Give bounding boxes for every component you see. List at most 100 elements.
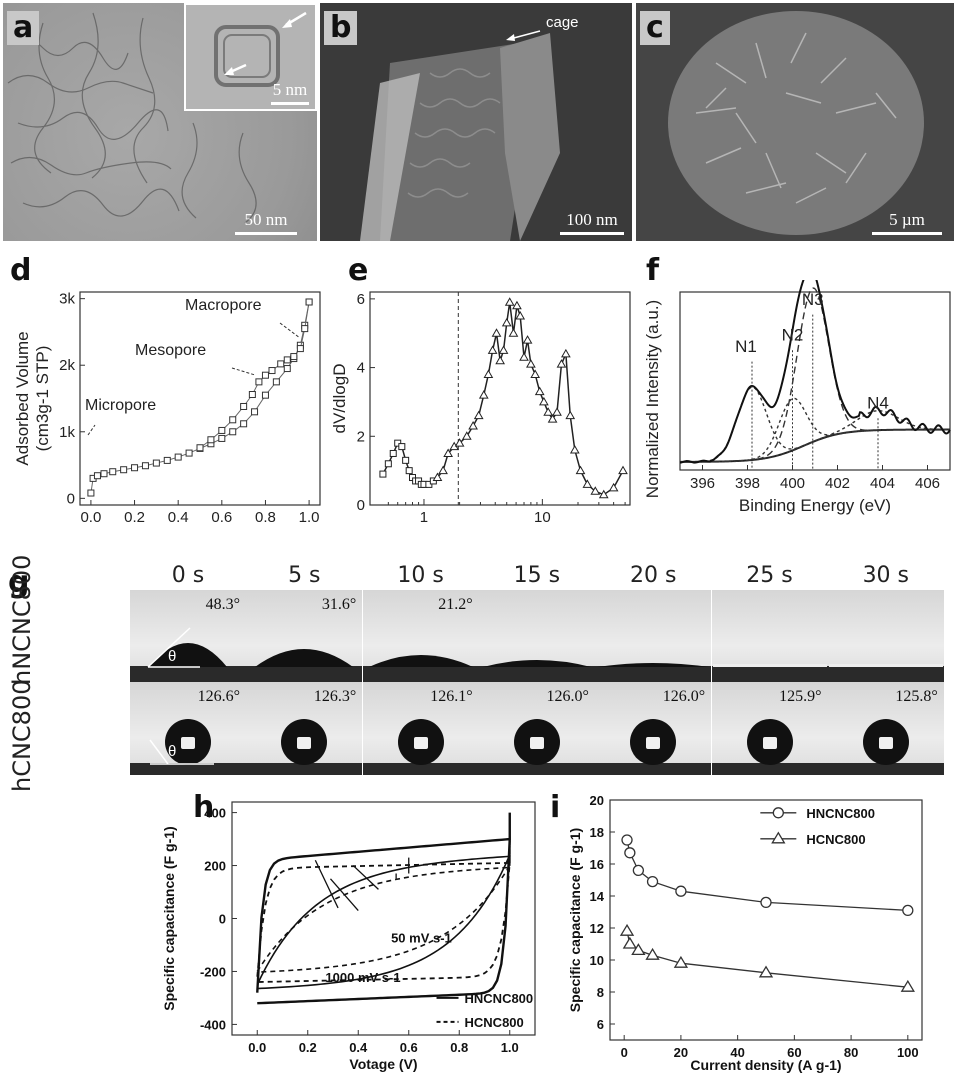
droplet-frame: 126.0° xyxy=(478,682,595,775)
data-point xyxy=(296,345,304,353)
data-point xyxy=(675,885,687,897)
droplet-drawing xyxy=(362,719,479,775)
time-label: 20 s xyxy=(629,563,677,588)
substrate xyxy=(711,666,828,683)
substrate xyxy=(130,763,246,775)
component-curve xyxy=(679,386,951,463)
data-point xyxy=(174,453,182,461)
contact-angle-value: 126.3° xyxy=(313,688,357,705)
data-point xyxy=(248,391,256,399)
data-point xyxy=(760,896,772,909)
data-point xyxy=(632,864,645,877)
y-axis-label: dV/dlogD xyxy=(330,364,349,434)
x-tick-label: 10 xyxy=(534,509,551,526)
y-tick-label: 6 xyxy=(357,291,365,308)
y-tick-label: -400 xyxy=(200,1017,226,1032)
y-tick-label: 400 xyxy=(204,806,226,821)
data-point xyxy=(87,489,95,497)
tangent-line xyxy=(149,739,169,765)
x-axis-label: Pore Width (nm) xyxy=(438,528,562,530)
substrate xyxy=(478,763,595,775)
y-axis-label: Specific capacitance (F g-1) xyxy=(567,828,583,1012)
y-axis-label: Normalized Intensity (a.u.) xyxy=(643,300,662,498)
droplet-frame xyxy=(711,590,828,683)
arrow-icon xyxy=(509,30,541,40)
data-point xyxy=(569,445,580,454)
x-tick-label: 80 xyxy=(844,1045,858,1060)
droplet-highlight xyxy=(646,737,661,749)
data-point xyxy=(305,298,313,306)
panel-label-b: b xyxy=(324,11,358,45)
droplet-drawing xyxy=(827,719,944,775)
x-tick-label: 0.8 xyxy=(255,509,276,526)
annotation-label: 50 mV s-1 xyxy=(391,930,452,945)
data-point xyxy=(185,449,193,457)
data-point xyxy=(646,875,659,888)
inset-image: 5 nm xyxy=(184,3,317,111)
sem-texture-c xyxy=(668,11,924,235)
data-point xyxy=(468,420,478,430)
data-point xyxy=(522,335,533,344)
data-point xyxy=(229,428,237,436)
plot-frame xyxy=(609,799,923,1041)
scale-bar-a: 50 nm xyxy=(235,210,297,235)
substrate xyxy=(362,666,479,683)
x-tick-label: 1.0 xyxy=(501,1040,519,1055)
data-point xyxy=(141,462,149,470)
contact-angle-value: 48.3° xyxy=(205,596,240,613)
data-point xyxy=(261,371,269,379)
data-point xyxy=(290,353,298,361)
plot-frame xyxy=(679,291,951,471)
x-axis-label: Current density (A g-1) xyxy=(690,1057,841,1073)
peak-label: N1 xyxy=(735,337,757,356)
data-point xyxy=(277,360,285,368)
annotation-label: Macropore xyxy=(185,297,262,314)
substrate xyxy=(711,763,828,775)
data-point xyxy=(631,943,646,956)
droplet-film xyxy=(828,664,943,667)
droplet-frame xyxy=(827,590,944,683)
time-label: 30 s xyxy=(862,563,910,588)
data-point xyxy=(508,328,519,337)
droplet-frame: 31.6° xyxy=(246,590,363,683)
contact-angle-value: 125.8° xyxy=(895,688,938,705)
inset-scale-bar: 5 nm xyxy=(271,80,309,105)
data-point xyxy=(619,923,635,936)
data-point xyxy=(109,468,117,476)
x-tick-label: 0.2 xyxy=(124,509,145,526)
sem-image-b: cage b 100 nm xyxy=(320,3,632,241)
droplet-frame: 125.9° xyxy=(711,682,828,775)
data-point xyxy=(552,407,562,416)
cv-chart: 0.0 0.2 0.4 0.6 0.8 1.0 -400 -200 0 200 400 Votage … xyxy=(161,801,536,1072)
scale-label-b: 100 nm xyxy=(566,210,618,229)
y-tick-label: 6 xyxy=(597,1017,604,1032)
droplet-drawing xyxy=(827,664,944,683)
substrate xyxy=(246,666,363,683)
data-point xyxy=(645,947,660,960)
x-tick-label: 398 xyxy=(735,475,760,492)
time-label: 0 s xyxy=(171,563,205,588)
envelope-curve xyxy=(679,280,951,464)
panel-label-a: a xyxy=(7,11,40,45)
panel-label-g: g xyxy=(8,565,30,600)
data-point xyxy=(772,807,784,819)
data-point xyxy=(283,356,291,364)
data-point xyxy=(515,311,526,320)
annotation-arrow xyxy=(352,865,379,890)
y-tick-label: -200 xyxy=(200,964,226,979)
annotation-label: Mesopore xyxy=(135,342,206,359)
data-point xyxy=(501,317,512,327)
legend-label: HCNC800 xyxy=(465,1015,524,1030)
substrate xyxy=(246,763,363,775)
annotation-label: Micropore xyxy=(85,397,156,414)
series-line xyxy=(626,931,908,988)
data-point xyxy=(272,378,280,386)
data-point xyxy=(526,359,536,368)
data-point xyxy=(530,369,541,378)
sem-texture-b xyxy=(360,30,560,241)
panel-label-d: d xyxy=(10,253,32,288)
droplet-frame: 125.8° xyxy=(827,682,944,775)
droplet-frame: 126.3° xyxy=(246,682,363,775)
data-point xyxy=(539,396,549,406)
droplet-highlight xyxy=(297,737,312,749)
